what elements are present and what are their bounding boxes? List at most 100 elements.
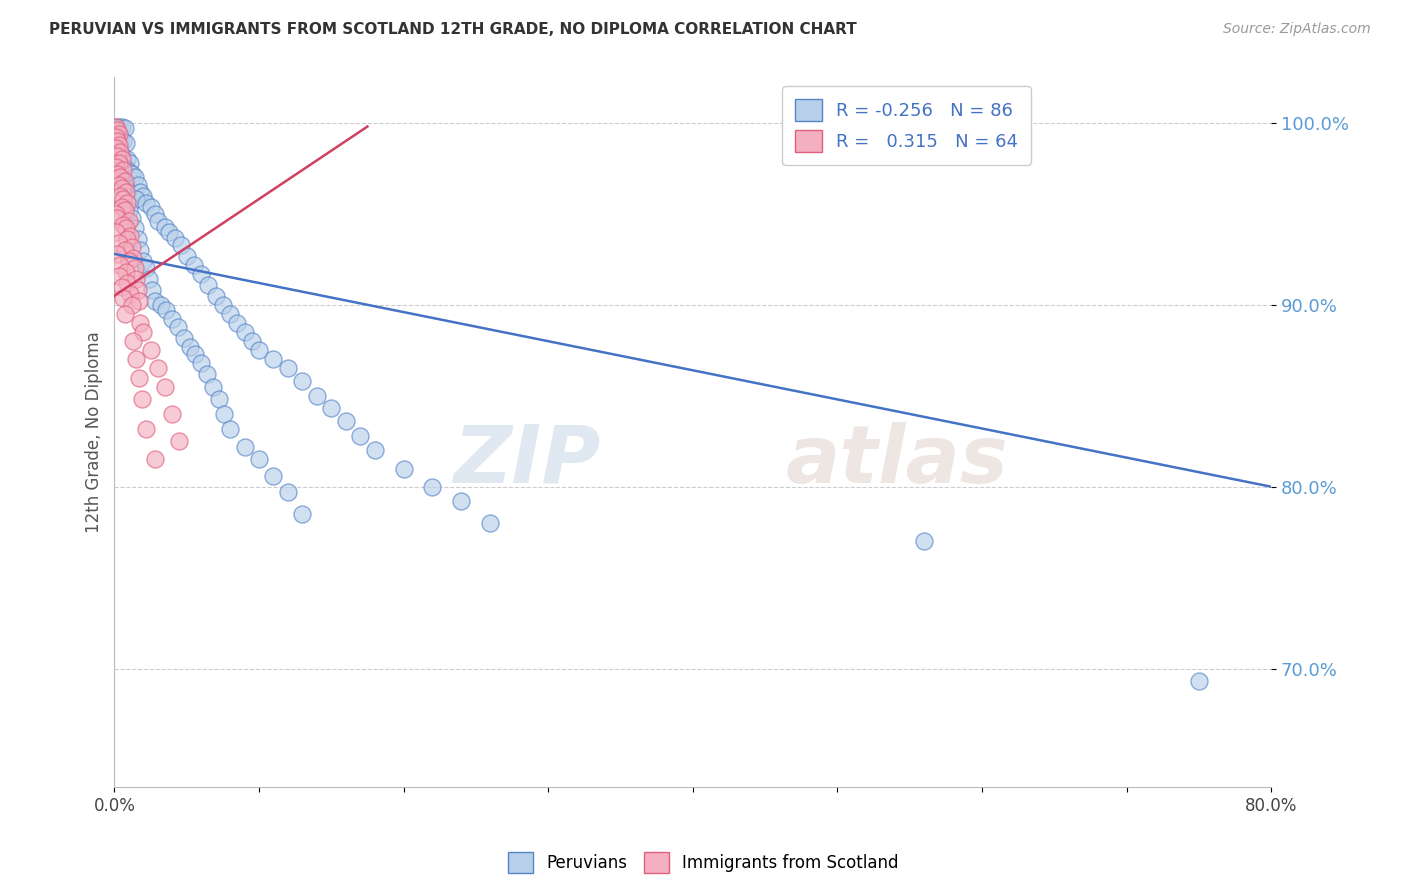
Point [125,192,148,206]
Point [129,244,152,258]
Point [262,352,284,367]
Point [108,145,131,159]
Point [149,298,172,312]
Point [392,461,415,475]
Point [132,188,155,202]
Point [226,316,249,330]
Point [111,181,134,195]
Point [291,507,314,521]
Point [111,200,134,214]
Point [114,307,136,321]
Point [262,468,284,483]
Point [105,134,128,148]
Point [335,414,357,428]
Point [105,143,128,157]
Point [479,516,502,530]
Point [115,185,138,199]
Point [169,434,191,449]
Point [104,120,127,134]
Point [277,485,299,500]
Point [422,480,444,494]
Point [104,141,127,155]
Point [111,153,134,167]
Text: atlas: atlas [786,422,1008,500]
Point [184,347,207,361]
Point [121,211,143,225]
Point [305,389,328,403]
Point [108,132,131,146]
Point [108,158,131,172]
Point [141,283,163,297]
Point [127,178,149,192]
Point [179,340,201,354]
Point [107,146,129,161]
Point [104,207,127,221]
Point [121,167,143,181]
Point [155,303,177,318]
Point [912,534,935,549]
Point [114,244,136,258]
Point [107,268,129,283]
Point [153,219,176,234]
Point [129,316,152,330]
Point [114,161,136,176]
Point [450,494,472,508]
Point [104,120,127,134]
Point [118,214,141,228]
Point [153,379,176,393]
Point [114,203,136,218]
Point [105,130,128,145]
Point [112,163,135,178]
Point [233,325,256,339]
Point [165,230,187,244]
Point [162,312,184,326]
Point [363,443,385,458]
Point [125,272,148,286]
Point [107,235,129,250]
Point [204,289,226,303]
Point [132,325,155,339]
Point [240,334,263,349]
Y-axis label: 12th Grade, No Diploma: 12th Grade, No Diploma [86,331,103,533]
Point [117,232,139,246]
Point [105,149,128,163]
Text: Source: ZipAtlas.com: Source: ZipAtlas.com [1223,22,1371,37]
Point [107,137,129,152]
Point [132,254,155,268]
Point [190,356,212,370]
Point [131,392,153,407]
Text: ZIP: ZIP [453,422,600,500]
Point [105,167,128,181]
Legend: Peruvians, Immigrants from Scotland: Peruvians, Immigrants from Scotland [501,846,905,880]
Point [128,294,150,309]
Point [121,239,143,253]
Point [135,196,157,211]
Point [201,379,224,393]
Point [122,334,145,349]
Point [157,225,180,239]
Point [219,421,242,435]
Point [104,128,127,143]
Point [115,136,138,150]
Point [125,352,148,367]
Point [104,225,127,239]
Point [105,211,128,225]
Point [117,153,139,167]
Point [291,374,314,388]
Point [104,160,127,174]
Point [211,298,233,312]
Point [143,207,166,221]
Point [122,251,145,265]
Point [321,401,343,416]
Point [114,174,136,188]
Point [349,429,371,443]
Point [129,185,152,199]
Point [107,120,129,134]
Point [233,440,256,454]
Point [112,192,135,206]
Point [120,228,142,243]
Point [143,452,166,467]
Point [115,265,138,279]
Point [146,214,169,228]
Point [118,165,141,179]
